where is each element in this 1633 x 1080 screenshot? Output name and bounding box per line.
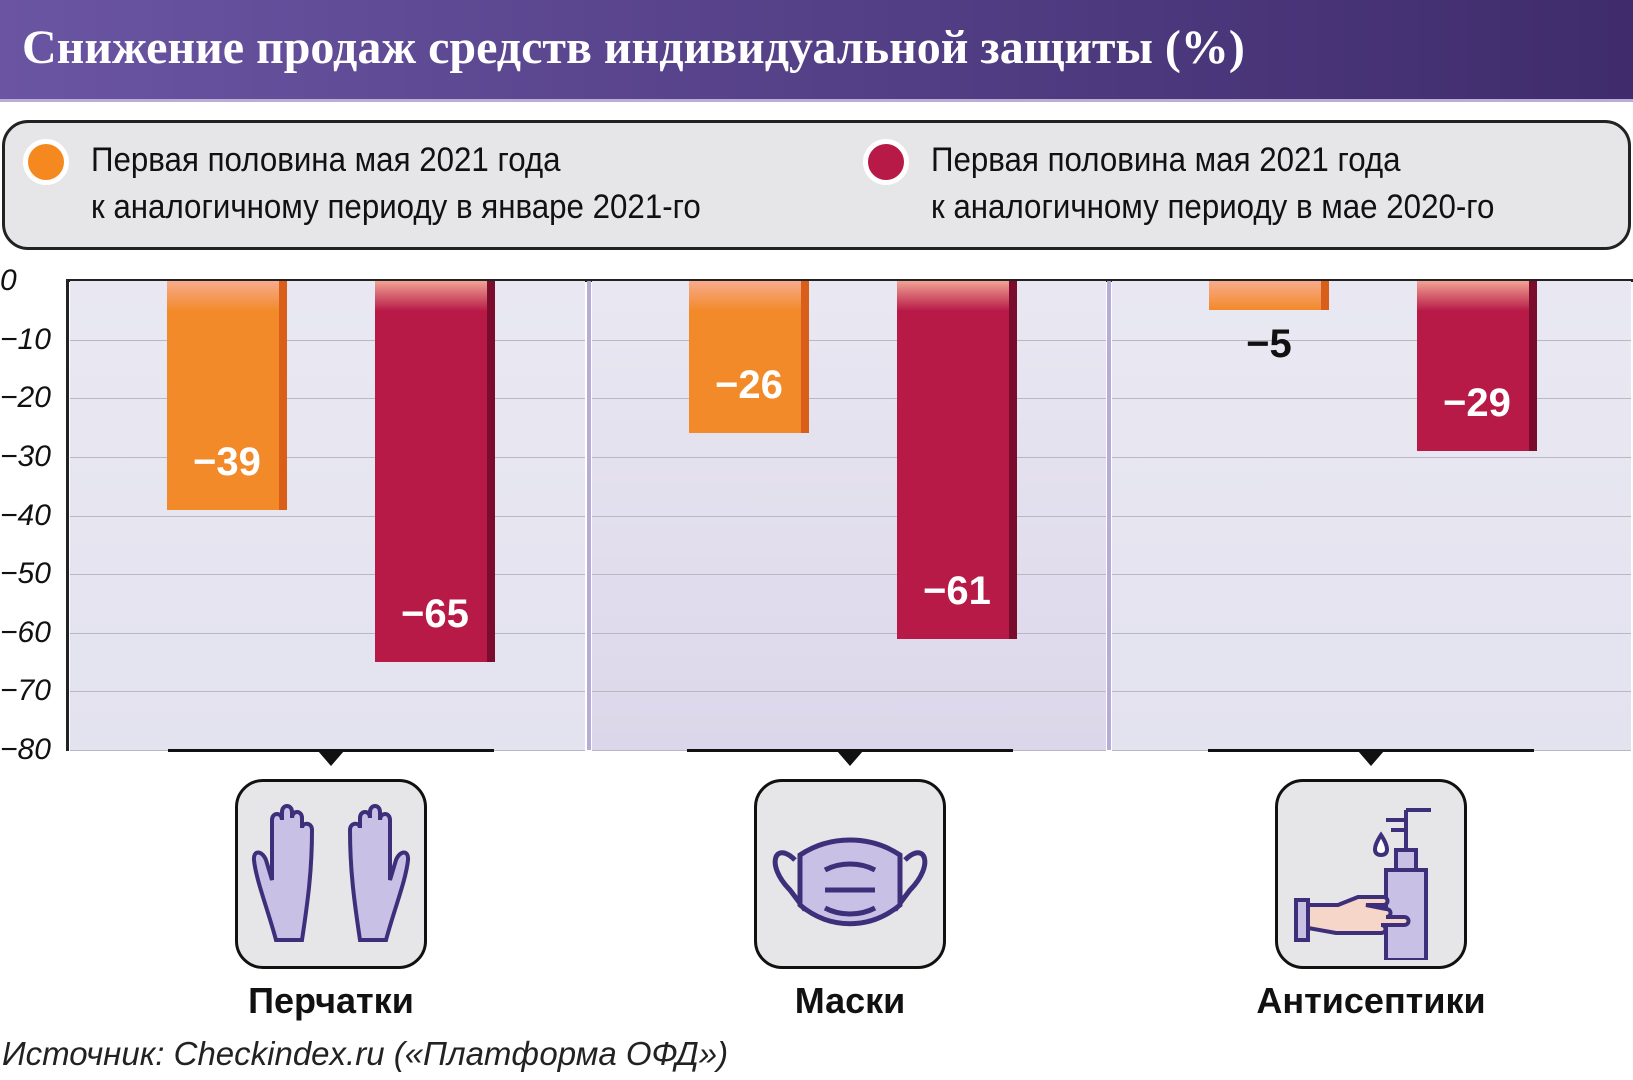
y-tick-label: −40 bbox=[0, 498, 51, 532]
bar-value-label: −39 bbox=[193, 439, 261, 484]
category-label: Перчатки bbox=[248, 980, 414, 1021]
panel-2 bbox=[1112, 281, 1631, 751]
pointer-triangle-icon bbox=[318, 751, 344, 766]
chart-title: Снижение продаж средств индивидуальной з… bbox=[22, 21, 1245, 74]
icon-box-1 bbox=[754, 779, 946, 969]
bar-Маски-s0 bbox=[689, 281, 809, 434]
gridline bbox=[1112, 339, 1631, 341]
bar-Антисептики-s1 bbox=[1417, 281, 1537, 451]
bar-value-label: −65 bbox=[401, 592, 469, 637]
gridline bbox=[70, 456, 585, 458]
y-tick-label: −30 bbox=[0, 439, 51, 473]
legend: Первая половина мая 2021 года к аналогичн… bbox=[2, 120, 1631, 250]
gridline bbox=[70, 574, 585, 576]
legend-line2: к аналогичному периоду в мае 2020-го bbox=[931, 188, 1495, 226]
y-axis-line bbox=[66, 279, 69, 751]
orange-dot-icon bbox=[23, 139, 69, 185]
gridline bbox=[1112, 691, 1631, 693]
y-tick-label: −60 bbox=[0, 615, 51, 649]
gridline bbox=[592, 574, 1106, 576]
gridline bbox=[592, 398, 1106, 400]
panel-separator bbox=[587, 281, 591, 750]
panel-1 bbox=[592, 281, 1106, 751]
gloves-icon bbox=[246, 790, 416, 965]
legend-item-may2020: Первая половина мая 2021 года к аналогичн… bbox=[863, 137, 1543, 231]
mask-icon bbox=[765, 790, 935, 965]
gridline bbox=[1112, 515, 1631, 517]
bar-value-label: −61 bbox=[923, 568, 991, 613]
gridline bbox=[592, 691, 1106, 693]
gridline bbox=[592, 456, 1106, 458]
bar-chart: −39 −65 −26 −61 −5 −29 0 −10 −20 −30 −40 −50 −60 −70 −… bbox=[0, 260, 1633, 780]
category-baseline bbox=[1208, 749, 1534, 752]
pointer-triangle-icon bbox=[1358, 751, 1384, 766]
bar-Маски-s1 bbox=[897, 281, 1017, 639]
gridline bbox=[592, 632, 1106, 634]
bar-value-label: −26 bbox=[715, 363, 783, 408]
bar-Антисептики-s0 bbox=[1209, 281, 1329, 311]
y-tick-label: −20 bbox=[0, 381, 51, 415]
gridline bbox=[70, 632, 585, 634]
legend-item-january: Первая половина мая 2021 года к аналогичн… bbox=[23, 137, 754, 231]
gridline bbox=[70, 398, 585, 400]
category-baseline bbox=[168, 749, 494, 752]
gridline bbox=[1112, 456, 1631, 458]
y-tick-label: 0 bbox=[0, 264, 17, 297]
category-baseline bbox=[687, 749, 1013, 752]
y-tick-label: −70 bbox=[0, 674, 51, 708]
gridline bbox=[1112, 632, 1631, 634]
legend-line1: Первая половина мая 2021 года bbox=[91, 141, 561, 179]
legend-line2: к аналогичному периоду в январе 2021-го bbox=[91, 188, 701, 226]
panel-separator bbox=[1107, 281, 1111, 750]
gridline bbox=[70, 339, 585, 341]
gridline bbox=[592, 515, 1106, 517]
zero-axis-line bbox=[66, 279, 1633, 282]
bar-Перчатки-s0 bbox=[167, 281, 287, 510]
y-tick-label: −10 bbox=[0, 322, 51, 356]
icon-box-0 bbox=[235, 779, 427, 969]
gridline bbox=[592, 339, 1106, 341]
y-tick-label: −80 bbox=[0, 733, 51, 766]
bar-Перчатки-s1 bbox=[375, 281, 495, 663]
category-label: Антисептики bbox=[1256, 980, 1486, 1021]
pointer-triangle-icon bbox=[837, 751, 863, 766]
panel-0 bbox=[70, 281, 585, 751]
gridline bbox=[1112, 574, 1631, 576]
bar-value-label: −5 bbox=[1246, 322, 1292, 367]
source-note: Источник: Checkindex.ru («Платформа ОФД»… bbox=[2, 1035, 729, 1072]
bar-value-label: −29 bbox=[1443, 381, 1511, 425]
legend-line1: Первая половина мая 2021 года bbox=[931, 141, 1401, 179]
category-label: Маски bbox=[794, 980, 906, 1021]
gridline bbox=[70, 515, 585, 517]
crimson-dot-icon bbox=[863, 139, 909, 185]
gridline bbox=[70, 691, 585, 693]
sanitizer-icon bbox=[1286, 790, 1456, 965]
header: Снижение продаж средств индивидуальной з… bbox=[0, 0, 1633, 102]
icon-box-2 bbox=[1275, 779, 1467, 969]
gridline bbox=[1112, 398, 1631, 400]
y-tick-label: −50 bbox=[0, 557, 51, 591]
